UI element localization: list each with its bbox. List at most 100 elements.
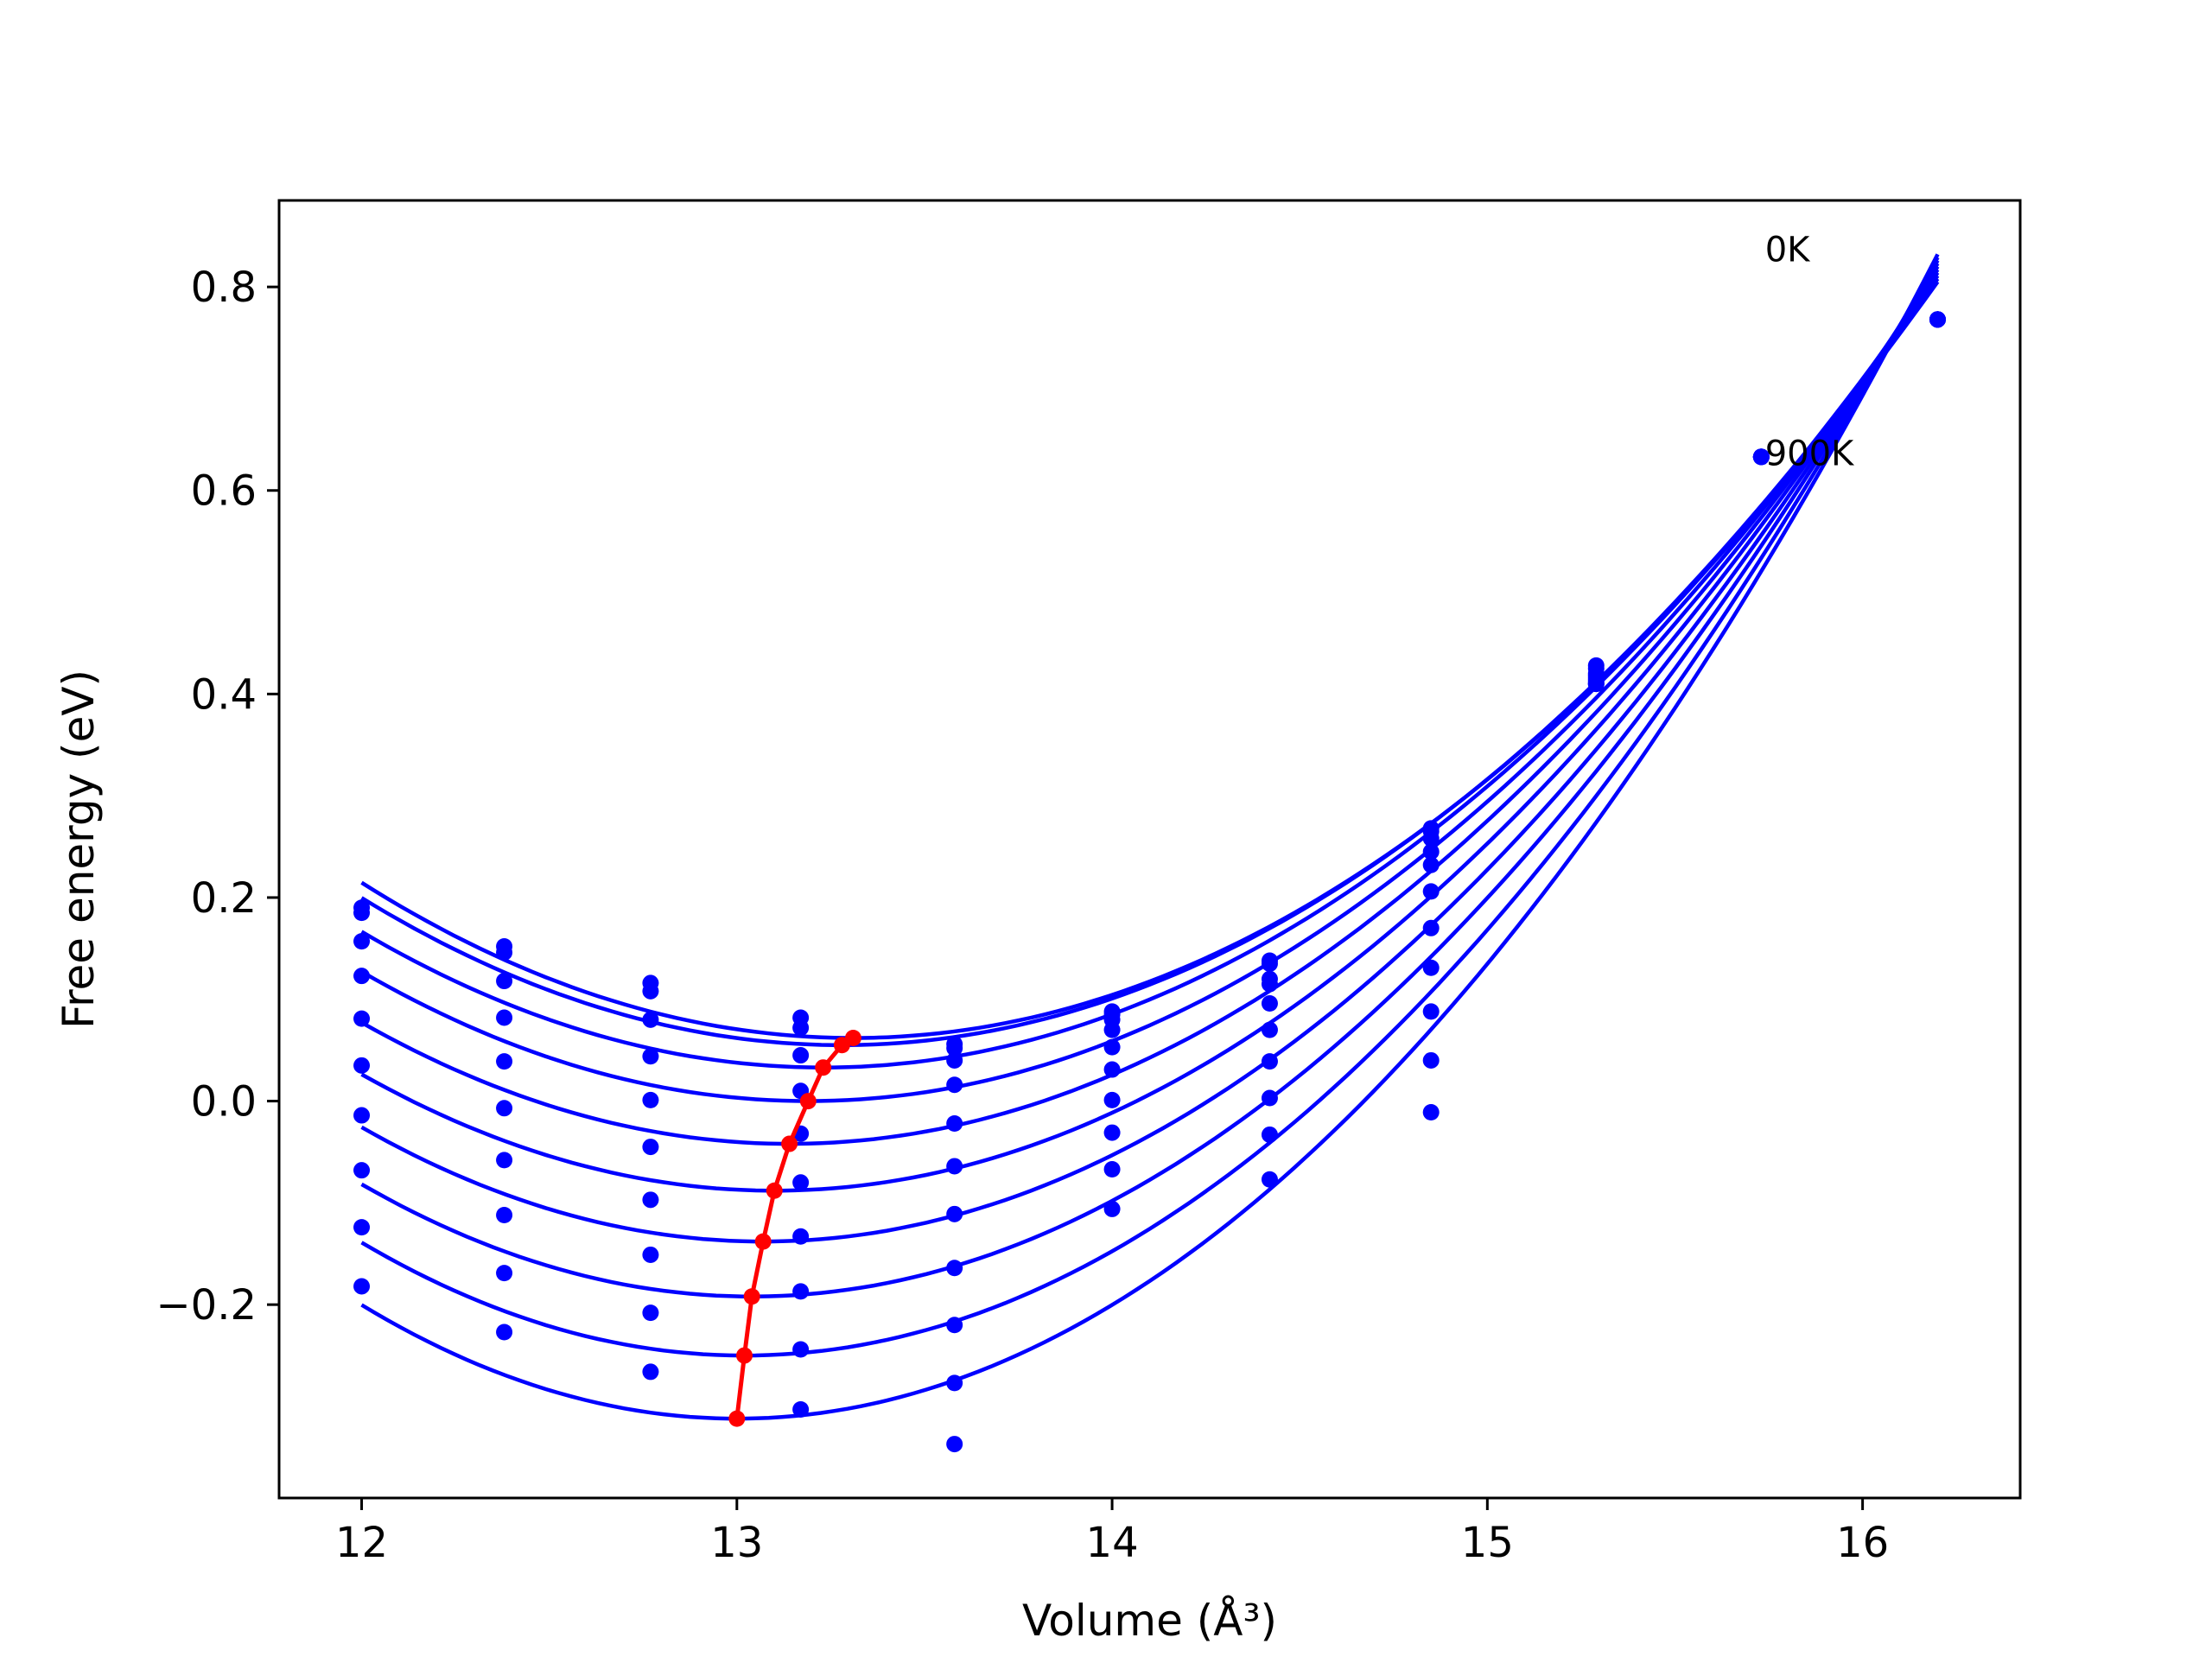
fit-curve-9	[360, 253, 1940, 1421]
data-point	[642, 1091, 659, 1108]
equilibrium-point	[799, 1093, 817, 1110]
data-point	[1103, 1021, 1121, 1038]
data-point	[642, 1304, 659, 1322]
data-point	[1103, 1200, 1121, 1217]
data-point	[1103, 1091, 1121, 1108]
data-point	[496, 1009, 513, 1026]
data-points	[353, 311, 1946, 1453]
data-point	[642, 1191, 659, 1209]
data-point	[792, 1283, 810, 1300]
data-point	[792, 1401, 810, 1419]
x-tick-label: 14	[1086, 1519, 1139, 1567]
data-point	[1261, 1053, 1278, 1070]
equilibrium-point	[754, 1233, 772, 1250]
data-point	[1261, 975, 1278, 993]
data-point	[792, 1228, 810, 1245]
y-tick-label: −0.2	[156, 1281, 257, 1330]
data-point	[496, 1100, 513, 1117]
data-point	[642, 1139, 659, 1156]
x-tick-label: 12	[335, 1519, 388, 1567]
data-point	[946, 1039, 963, 1057]
data-point	[1422, 1051, 1440, 1069]
data-point	[496, 1152, 513, 1169]
data-point	[353, 933, 371, 950]
data-point	[353, 1278, 371, 1295]
data-point	[642, 1246, 659, 1263]
y-axis-label: Free energy (eV)	[54, 670, 104, 1029]
data-point	[496, 973, 513, 990]
data-point	[1929, 311, 1946, 328]
equilibrium-point	[781, 1135, 798, 1152]
equilibrium-point	[743, 1288, 760, 1305]
data-point	[496, 1265, 513, 1282]
data-point	[353, 1219, 371, 1236]
plot-frame	[277, 199, 2022, 1500]
data-point	[946, 1436, 963, 1453]
fit-curve-3	[360, 271, 1940, 1103]
data-point	[946, 1076, 963, 1094]
fit-curve-1	[360, 277, 1940, 1047]
fit-curve-6	[360, 262, 1940, 1244]
data-point	[353, 1162, 371, 1179]
data-point	[642, 982, 659, 1000]
data-point	[792, 1174, 810, 1191]
data-point	[946, 1051, 963, 1069]
annotation-label: 0K	[1765, 231, 1811, 270]
fit-curve-5	[360, 265, 1940, 1193]
y-tick-label: 0.6	[191, 467, 257, 516]
fit-curve-2	[360, 274, 1940, 1070]
y-tick-label: 0.2	[191, 874, 257, 923]
data-point	[1103, 1160, 1121, 1177]
fit-curve-8	[360, 256, 1940, 1358]
x-tick-label: 13	[710, 1519, 763, 1567]
data-point	[792, 1341, 810, 1358]
y-tick-label: 0.0	[191, 1078, 257, 1127]
data-point	[792, 1047, 810, 1064]
data-point	[946, 1317, 963, 1334]
data-point	[353, 1107, 371, 1124]
equilibrium-point	[833, 1037, 850, 1054]
equilibrium-point	[766, 1182, 783, 1199]
data-point	[1261, 1089, 1278, 1107]
data-point	[1103, 1124, 1121, 1141]
fit-curve-0	[360, 280, 1940, 1040]
data-point	[792, 1019, 810, 1037]
axis-ticks: 12 13 14 15 16 −0.2 0.0 0.2 0.4 0.6 0.8	[156, 263, 1889, 1567]
fitted-curves	[360, 253, 1940, 1421]
data-point	[1261, 1021, 1278, 1038]
annotation-label: 900K	[1765, 434, 1855, 473]
data-point	[353, 968, 371, 985]
data-point	[946, 1374, 963, 1392]
data-point	[1261, 1126, 1278, 1143]
annotations: 0K 900K	[1765, 231, 1855, 474]
equilibrium-point	[815, 1059, 832, 1076]
data-point	[642, 1048, 659, 1065]
data-point	[496, 1053, 513, 1070]
data-point	[1422, 1003, 1440, 1020]
data-point	[496, 944, 513, 962]
data-point	[1422, 843, 1440, 860]
data-point	[946, 1205, 963, 1222]
x-axis-label: Volume (Å³)	[1022, 1596, 1277, 1646]
equilibrium-point	[735, 1347, 753, 1364]
data-point	[1422, 959, 1440, 976]
data-point	[1261, 1171, 1278, 1188]
data-point	[1752, 448, 1770, 466]
fit-curve-7	[360, 259, 1940, 1298]
data-point	[353, 1010, 371, 1027]
data-point	[1422, 1104, 1440, 1121]
data-point	[1261, 994, 1278, 1012]
data-point	[946, 1114, 963, 1132]
data-point	[1587, 676, 1605, 693]
data-point	[1422, 883, 1440, 900]
x-tick-label: 16	[1836, 1519, 1889, 1567]
data-point	[642, 1363, 659, 1381]
data-point	[353, 904, 371, 922]
data-point	[946, 1260, 963, 1277]
y-tick-label: 0.8	[191, 263, 257, 312]
data-point	[1261, 955, 1278, 973]
y-tick-label: 0.4	[191, 670, 257, 719]
data-point	[1103, 1038, 1121, 1056]
data-point	[496, 1207, 513, 1224]
